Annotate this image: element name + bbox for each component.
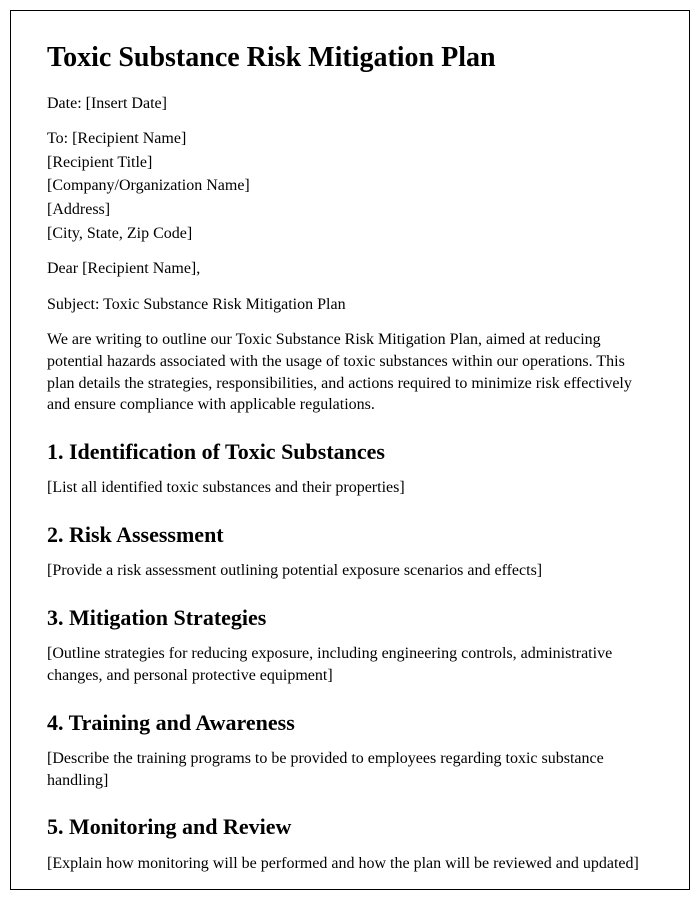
- salutation: Dear [Recipient Name],: [47, 258, 653, 280]
- recipient-title: [Recipient Title]: [47, 152, 653, 174]
- section-heading-3: 3. Mitigation Strategies: [47, 604, 653, 632]
- recipient-address: [Address]: [47, 199, 653, 221]
- section-body-4: [Describe the training programs to be pr…: [47, 748, 653, 791]
- section-heading-1: 1. Identification of Toxic Substances: [47, 438, 653, 466]
- section-body-1: [List all identified toxic substances an…: [47, 477, 653, 499]
- closing-paragraph: We appreciate your attention to this imp…: [47, 888, 653, 890]
- document-page: Toxic Substance Risk Mitigation Plan Dat…: [10, 10, 690, 890]
- recipient-to: To: [Recipient Name]: [47, 128, 653, 150]
- recipient-citystatezip: [City, State, Zip Code]: [47, 223, 653, 245]
- intro-paragraph: We are writing to outline our Toxic Subs…: [47, 329, 653, 415]
- section-body-5: [Explain how monitoring will be performe…: [47, 853, 653, 875]
- section-heading-5: 5. Monitoring and Review: [47, 813, 653, 841]
- section-heading-2: 2. Risk Assessment: [47, 521, 653, 549]
- recipient-org: [Company/Organization Name]: [47, 175, 653, 197]
- recipient-block: To: [Recipient Name] [Recipient Title] […: [47, 128, 653, 244]
- subject-line: Subject: Toxic Substance Risk Mitigation…: [47, 294, 653, 316]
- section-body-2: [Provide a risk assessment outlining pot…: [47, 560, 653, 582]
- section-body-3: [Outline strategies for reducing exposur…: [47, 643, 653, 686]
- section-heading-4: 4. Training and Awareness: [47, 709, 653, 737]
- page-title: Toxic Substance Risk Mitigation Plan: [47, 41, 653, 75]
- date-line: Date: [Insert Date]: [47, 93, 653, 115]
